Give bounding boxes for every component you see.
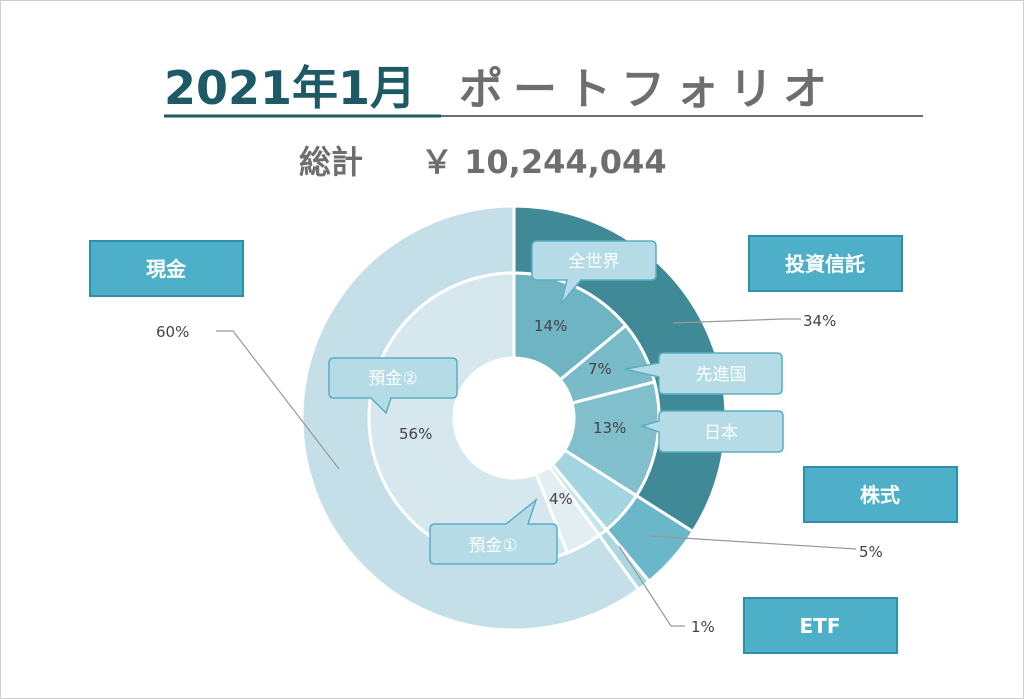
leader-funds: [672, 318, 801, 324]
leader-stocks: [650, 535, 857, 550]
callout-deposit1-label: 預金①: [468, 536, 517, 556]
label-deposit1-value: 4%: [549, 490, 573, 508]
box-funds-label: 投資信託: [785, 252, 865, 276]
callout-deposit2-label: 預金②: [368, 369, 417, 389]
callout-developed: 先進国: [624, 352, 783, 395]
box-funds: 投資信託: [748, 235, 903, 292]
callout-japan-label: 日本: [704, 423, 738, 443]
callout-deposit2: 預金②: [328, 357, 458, 415]
label-world-value: 14%: [534, 317, 567, 335]
total-label: 総計: [299, 143, 363, 181]
box-stocks: 株式: [803, 466, 958, 523]
box-stocks-label: 株式: [860, 483, 900, 507]
leader-lines: [216, 318, 857, 627]
callout-deposit1: 預金①: [429, 497, 558, 565]
box-cash: 現金: [89, 240, 244, 297]
total-value: ￥ 10,244,044: [421, 143, 667, 181]
callout-developed-label: 先進国: [696, 365, 747, 385]
callout-world-label: 全世界: [569, 252, 620, 272]
leader-cash: [216, 330, 340, 470]
label-japan-value: 13%: [593, 419, 626, 437]
label-funds-value: 34%: [803, 312, 836, 330]
box-cash-label: 現金: [146, 257, 187, 281]
title-rest: ポートフォリオ: [459, 64, 837, 115]
callout-world: 全世界: [531, 240, 657, 305]
leader-etf: [618, 545, 685, 627]
callout-japan: 日本: [639, 410, 784, 453]
donut-hole: [454, 358, 574, 478]
title-date: 2021年1月: [164, 61, 416, 115]
box-etf-label: ETF: [800, 614, 841, 638]
label-cash-value: 60%: [156, 323, 189, 341]
label-developed-value: 7%: [588, 360, 612, 378]
label-etf-value: 1%: [691, 618, 715, 636]
box-etf: ETF: [743, 597, 898, 654]
label-stocks-value: 5%: [859, 543, 883, 561]
label-deposit2-value: 56%: [399, 425, 432, 443]
